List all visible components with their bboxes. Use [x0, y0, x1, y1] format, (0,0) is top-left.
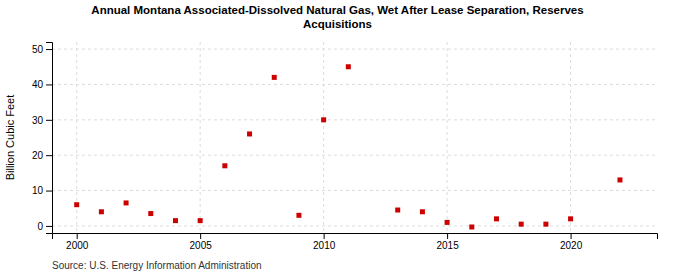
point [74, 202, 79, 207]
point [148, 211, 153, 216]
x-tick: 2000 [66, 233, 89, 251]
y-tick-mark [46, 191, 52, 192]
x-tick: 2010 [313, 233, 336, 251]
y-tick-mark [46, 120, 52, 121]
x-tick: 2020 [560, 233, 583, 251]
grid-line-x [570, 42, 571, 233]
point [321, 117, 326, 122]
grid-line-y [52, 155, 657, 156]
y-tick-label: 10 [32, 185, 44, 196]
point [617, 177, 622, 182]
grid [52, 42, 657, 233]
y-tick-label: 50 [32, 44, 44, 55]
point [395, 208, 400, 213]
title-line: Annual Montana Associated-Dissolved Natu… [91, 4, 583, 16]
plot: 2000 2005 2010 2015 2020 0 10 20 30 40 50 [32, 42, 658, 251]
x-tick-label: 2020 [560, 240, 583, 251]
x-tick-mark [571, 233, 572, 239]
y-tick-mark [46, 226, 52, 227]
grid-line-x [200, 42, 201, 233]
x-tick: 2005 [190, 233, 213, 251]
point [198, 218, 203, 223]
x-tick-label: 2015 [436, 240, 459, 251]
x-tick-mark [447, 233, 448, 239]
grid-line-x [447, 42, 448, 233]
x-axis: 2000 2005 2010 2015 2020 [53, 233, 658, 251]
point [173, 218, 178, 223]
y-axis: 0 10 20 30 40 50 [32, 43, 53, 234]
y-tick: 20 [32, 150, 52, 161]
x-tick-label: 2005 [190, 240, 213, 251]
point [247, 131, 252, 136]
y-tick-mark [46, 155, 52, 156]
point [445, 220, 450, 225]
x-tick-mark [200, 233, 201, 239]
y-tick-label: 0 [37, 221, 43, 232]
grid-line-y [52, 225, 657, 226]
y-tick-label: 30 [32, 115, 44, 126]
x-tick: 2015 [436, 233, 459, 251]
y-axis-line [46, 43, 53, 234]
grid-line-y [52, 119, 657, 120]
point [99, 209, 104, 214]
grid-line-y [52, 49, 657, 50]
x-tick-label: 2010 [313, 240, 336, 251]
y-axis-label: Billion Cubic Feet [4, 95, 16, 181]
y-tick-label: 20 [32, 150, 44, 161]
grid-line-y [52, 190, 657, 191]
y-tick: 50 [32, 44, 52, 55]
x-axis-line [53, 234, 658, 240]
y-tick: 10 [32, 185, 52, 196]
point [494, 216, 499, 221]
point [420, 209, 425, 214]
point [469, 224, 474, 229]
point [543, 222, 548, 227]
title: Annual Montana Associated-Dissolved Natu… [91, 4, 583, 30]
x-tick-mark [77, 233, 78, 239]
y-tick-mark [46, 84, 52, 85]
annotation: Source: U.S. Energy Information Administ… [52, 260, 262, 271]
point [222, 163, 227, 168]
y-tick-label: 40 [32, 79, 44, 90]
point [519, 222, 524, 227]
point [296, 213, 301, 218]
y-tick: 0 [37, 221, 52, 232]
y-tick: 40 [32, 79, 52, 90]
grid-line-x [323, 42, 324, 233]
grid-line-y [52, 84, 657, 85]
y-tick: 30 [32, 115, 52, 126]
y-tick-mark [46, 49, 52, 50]
point [568, 216, 573, 221]
point [124, 200, 129, 205]
chart: Annual Montana Associated-Dissolved Natu… [0, 0, 675, 275]
x-tick-label: 2000 [66, 240, 89, 251]
x-tick-mark [324, 233, 325, 239]
title-line: Acquisitions [303, 18, 372, 30]
point [272, 75, 277, 80]
point [346, 64, 351, 69]
points [74, 64, 622, 229]
